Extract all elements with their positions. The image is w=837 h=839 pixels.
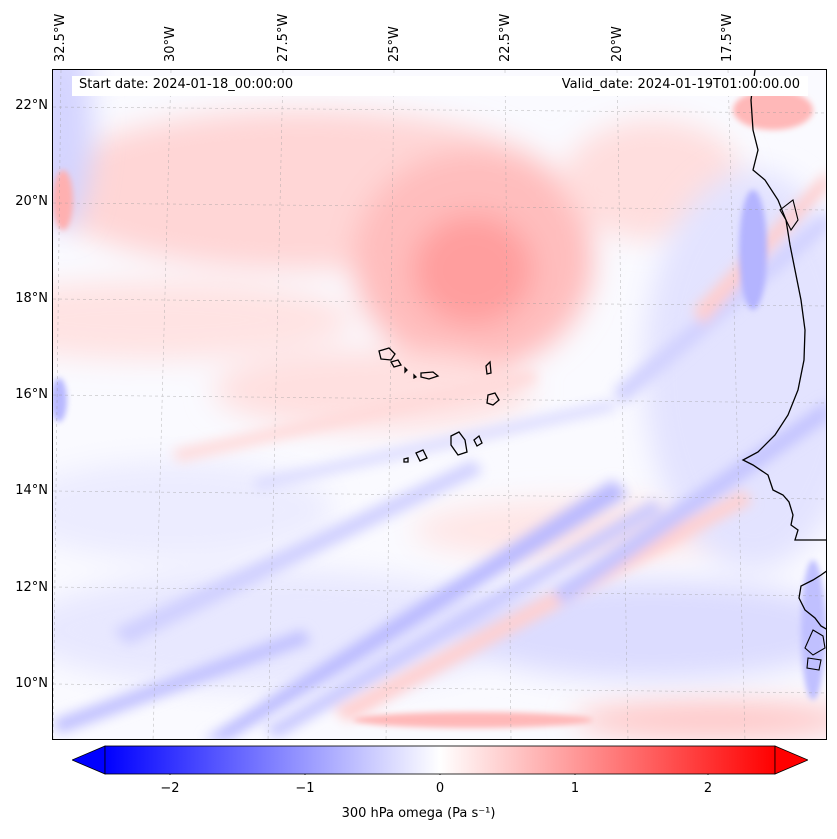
african-coastline [741,70,826,541]
valid-date-label: Valid_date: 2024-01-19T01:00:00.00 [561,77,800,92]
colorbar-gradient [104,745,776,775]
colorbar [72,745,808,775]
colorbar-tick-neg1: −1 [295,781,315,796]
lon-label-22-5w: 22.5°W [498,13,513,62]
lon-label-20w: 20°W [610,26,625,62]
colorbar-tick-neg2: −2 [160,781,180,796]
coastline-south [798,570,826,630]
lat-label-10n: 10°N [15,676,48,691]
colorbar-tick-1: 1 [570,781,580,796]
lat-label-16n: 16°N [15,387,48,402]
omega-map [52,69,827,740]
lon-label-27-5w: 27.5°W [276,13,291,62]
coastline-inlet [779,199,799,232]
lat-label-18n: 18°N [15,291,48,306]
positive-omega-broad [53,110,826,739]
omega-field-svg [53,70,826,739]
colorbar-tick-marks [169,774,709,775]
lon-label-17-5w: 17.5°W [720,13,735,62]
colorbar-title: 300 hPa omega (Pa s⁻¹) [341,806,496,821]
gridlines [53,70,826,739]
cape-verde-islands [378,347,500,463]
lat-label-22n: 22°N [15,98,48,113]
lat-label-14n: 14°N [15,483,48,498]
date-annotation: Start date: 2024-01-18_00:00:00 Valid_da… [72,76,808,96]
colorbar-tick-2: 2 [703,781,713,796]
colorbar-extend-max [774,745,808,775]
start-date-label: Start date: 2024-01-18_00:00:00 [79,77,294,92]
colorbar-extend-min [72,745,106,775]
lat-label-12n: 12°N [15,580,48,595]
lon-label-25w: 25°W [387,26,402,62]
lon-label-32-5w: 32.5°W [53,13,68,62]
lon-label-30w: 30°W [163,26,178,62]
lat-label-20n: 20°N [15,194,48,209]
colorbar-tick-0: 0 [435,781,445,796]
coastline-islets [804,629,826,671]
